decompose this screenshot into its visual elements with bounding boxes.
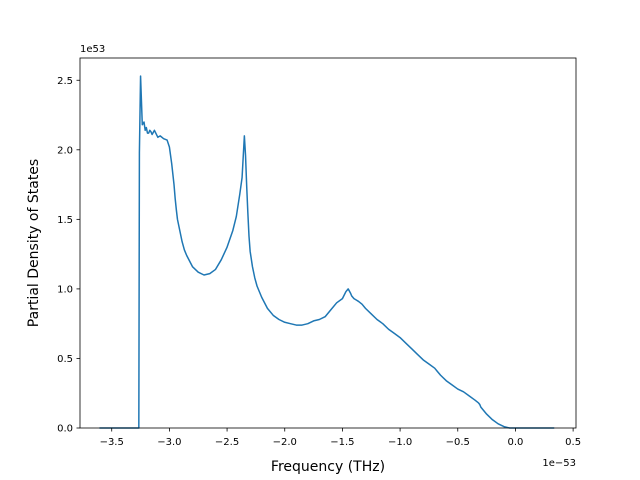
y-axis: 0.0 0.5 1.0 1.5 2.0 2.5 xyxy=(57,76,80,435)
y-axis-label: Partial Density of States xyxy=(26,159,42,327)
plot-area-background xyxy=(80,58,576,428)
x-axis: −3.5 −3.0 −2.5 −2.0 −1.5 −1.0 −0.5 0.0 0.5 xyxy=(100,428,581,448)
x-tick-label: −0.5 xyxy=(446,437,470,448)
plot-frame xyxy=(79,57,577,429)
y-tick-label: 1.0 xyxy=(57,284,73,295)
x-tick-label: 0.0 xyxy=(507,437,523,448)
x-tick-label: −2.5 xyxy=(215,437,239,448)
x-tick-label: −2.0 xyxy=(273,437,297,448)
y-tick-label: 2.0 xyxy=(57,145,73,156)
x-tick-label: −1.5 xyxy=(330,437,354,448)
y-tick-label: 2.5 xyxy=(57,76,73,87)
y-tick-label: 0.0 xyxy=(57,424,73,435)
x-tick-label: −1.0 xyxy=(388,437,412,448)
x-offset-label: 1e−53 xyxy=(542,458,576,469)
series-line xyxy=(99,75,555,429)
x-tick-label: 0.5 xyxy=(565,437,581,448)
y-tick-label: 0.5 xyxy=(57,354,73,365)
x-tick-label: −3.5 xyxy=(100,437,124,448)
y-offset-label: 1e53 xyxy=(80,44,105,55)
x-axis-label: Frequency (THz) xyxy=(271,459,385,475)
x-tick-label: −3.0 xyxy=(157,437,181,448)
y-tick-label: 1.5 xyxy=(57,215,73,226)
